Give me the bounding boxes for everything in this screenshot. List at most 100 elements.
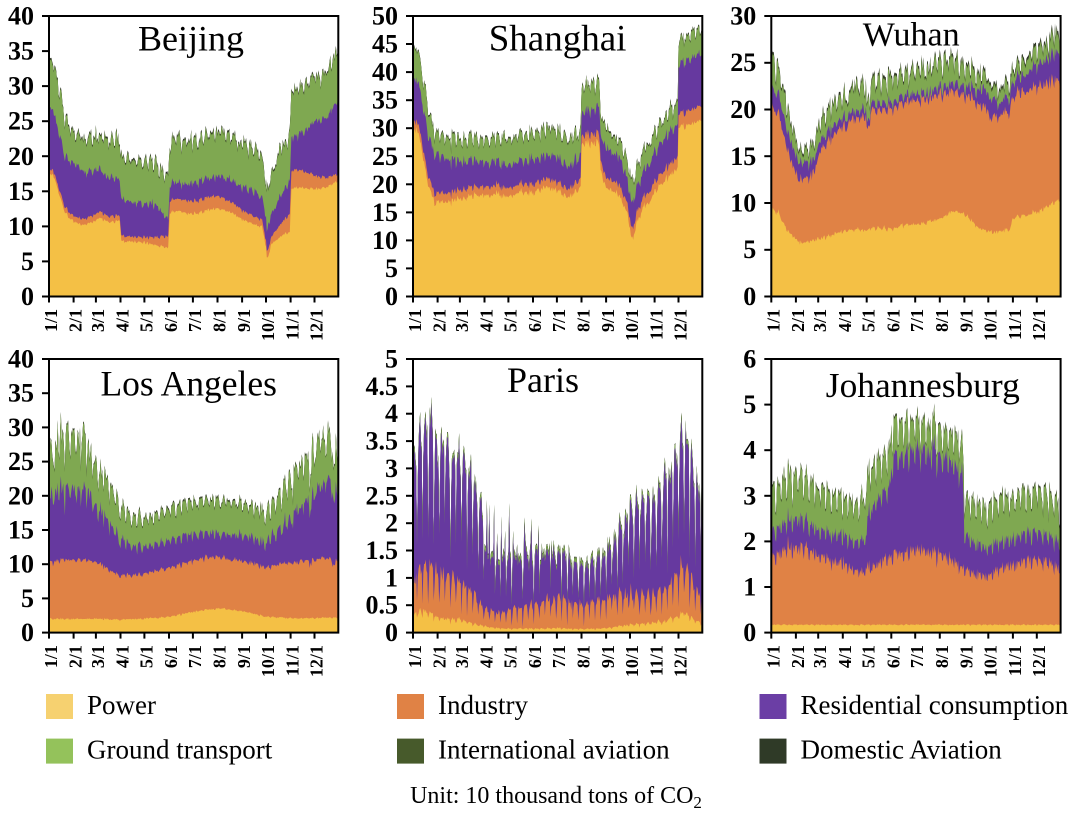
svg-text:5: 5 [385, 254, 398, 283]
svg-text:9/1: 9/1 [956, 645, 976, 668]
svg-text:3/1: 3/1 [88, 309, 108, 332]
svg-text:9/1: 9/1 [598, 645, 618, 668]
svg-text:6: 6 [743, 345, 756, 374]
svg-text:25: 25 [8, 447, 34, 476]
svg-text:5/1: 5/1 [500, 645, 520, 668]
svg-text:9/1: 9/1 [234, 645, 254, 668]
svg-text:Unit: 10 thousand tons of CO2: Unit: 10 thousand tons of CO2 [410, 783, 702, 812]
svg-text:6/1: 6/1 [161, 645, 181, 668]
svg-text:10: 10 [8, 212, 34, 241]
svg-text:3: 3 [743, 481, 756, 510]
svg-text:30: 30 [730, 2, 756, 31]
svg-text:2/1: 2/1 [788, 309, 808, 332]
svg-text:1/1: 1/1 [763, 309, 783, 332]
svg-text:8/1: 8/1 [210, 309, 230, 332]
svg-text:12/1: 12/1 [671, 309, 691, 341]
svg-text:1/1: 1/1 [405, 309, 425, 332]
svg-text:12/1: 12/1 [307, 645, 327, 677]
svg-text:Los Angeles: Los Angeles [100, 364, 277, 404]
svg-text:35: 35 [8, 379, 34, 408]
svg-text:35: 35 [8, 37, 34, 66]
svg-text:4: 4 [743, 436, 756, 465]
svg-text:7/1: 7/1 [907, 645, 927, 668]
svg-text:2/1: 2/1 [66, 645, 86, 668]
svg-text:Paris: Paris [507, 360, 579, 400]
svg-text:5: 5 [743, 390, 756, 419]
svg-text:11/1: 11/1 [647, 309, 667, 340]
svg-text:45: 45 [372, 30, 398, 59]
svg-text:4/1: 4/1 [477, 309, 497, 332]
svg-text:7/1: 7/1 [907, 309, 927, 332]
svg-text:11/1: 11/1 [283, 645, 303, 676]
svg-text:0: 0 [385, 282, 398, 311]
svg-text:2: 2 [385, 509, 398, 538]
svg-text:1/1: 1/1 [405, 645, 425, 668]
svg-text:2/1: 2/1 [430, 645, 450, 668]
svg-text:20: 20 [8, 142, 34, 171]
svg-text:4/1: 4/1 [835, 645, 855, 668]
svg-text:8/1: 8/1 [574, 645, 594, 668]
svg-text:5: 5 [743, 235, 756, 264]
svg-text:3/1: 3/1 [810, 309, 830, 332]
svg-text:8/1: 8/1 [932, 309, 952, 332]
svg-text:Power: Power [87, 690, 156, 720]
svg-text:40: 40 [8, 345, 34, 374]
svg-text:3/1: 3/1 [88, 645, 108, 668]
svg-text:8/1: 8/1 [932, 645, 952, 668]
svg-text:6/1: 6/1 [525, 645, 545, 668]
svg-text:5/1: 5/1 [136, 645, 156, 668]
svg-text:2.5: 2.5 [366, 481, 399, 510]
svg-text:6/1: 6/1 [883, 309, 903, 332]
svg-text:15: 15 [372, 198, 398, 227]
svg-text:5: 5 [21, 584, 34, 613]
svg-text:30: 30 [8, 72, 34, 101]
svg-text:5/1: 5/1 [859, 645, 879, 668]
svg-text:International aviation: International aviation [438, 735, 670, 765]
svg-text:40: 40 [372, 58, 398, 87]
svg-text:7/1: 7/1 [185, 309, 205, 332]
svg-text:11/1: 11/1 [647, 645, 667, 676]
svg-text:Residential consumption: Residential consumption [801, 690, 1069, 720]
svg-text:5/1: 5/1 [500, 309, 520, 332]
svg-text:5/1: 5/1 [859, 309, 879, 332]
svg-text:Johannesburg: Johannesburg [826, 365, 1020, 405]
svg-text:30: 30 [8, 413, 34, 442]
svg-text:40: 40 [8, 2, 34, 31]
svg-text:12/1: 12/1 [1029, 645, 1049, 677]
svg-text:20: 20 [8, 481, 34, 510]
svg-text:2/1: 2/1 [788, 645, 808, 668]
svg-text:11/1: 11/1 [1005, 645, 1025, 676]
svg-text:Ground transport: Ground transport [87, 735, 273, 765]
svg-text:7/1: 7/1 [549, 309, 569, 332]
svg-text:12/1: 12/1 [1029, 309, 1049, 341]
svg-text:10/1: 10/1 [980, 309, 1000, 341]
svg-text:Wuhan: Wuhan [863, 16, 960, 53]
svg-text:10/1: 10/1 [980, 645, 1000, 677]
svg-text:1/1: 1/1 [41, 645, 61, 668]
svg-text:10/1: 10/1 [622, 309, 642, 341]
svg-text:0.5: 0.5 [366, 591, 399, 620]
svg-text:Shanghai: Shanghai [489, 19, 627, 60]
svg-text:0: 0 [743, 282, 756, 311]
svg-text:20: 20 [372, 170, 398, 199]
svg-text:1: 1 [385, 563, 398, 592]
svg-text:12/1: 12/1 [307, 309, 327, 341]
svg-text:6/1: 6/1 [525, 309, 545, 332]
svg-text:3/1: 3/1 [452, 645, 472, 668]
svg-text:2: 2 [743, 527, 756, 556]
svg-text:10: 10 [8, 550, 34, 579]
svg-text:3/1: 3/1 [452, 309, 472, 332]
svg-text:0: 0 [21, 282, 34, 311]
svg-text:30: 30 [372, 114, 398, 143]
svg-text:7/1: 7/1 [185, 645, 205, 668]
svg-text:15: 15 [730, 142, 756, 171]
svg-text:9/1: 9/1 [956, 309, 976, 332]
svg-text:15: 15 [8, 516, 34, 545]
svg-text:11/1: 11/1 [1005, 309, 1025, 340]
svg-text:4/1: 4/1 [835, 309, 855, 332]
svg-text:4/1: 4/1 [477, 645, 497, 668]
svg-text:0: 0 [385, 618, 398, 647]
svg-text:1: 1 [743, 573, 756, 602]
svg-text:7/1: 7/1 [549, 645, 569, 668]
svg-text:3.5: 3.5 [366, 427, 399, 456]
